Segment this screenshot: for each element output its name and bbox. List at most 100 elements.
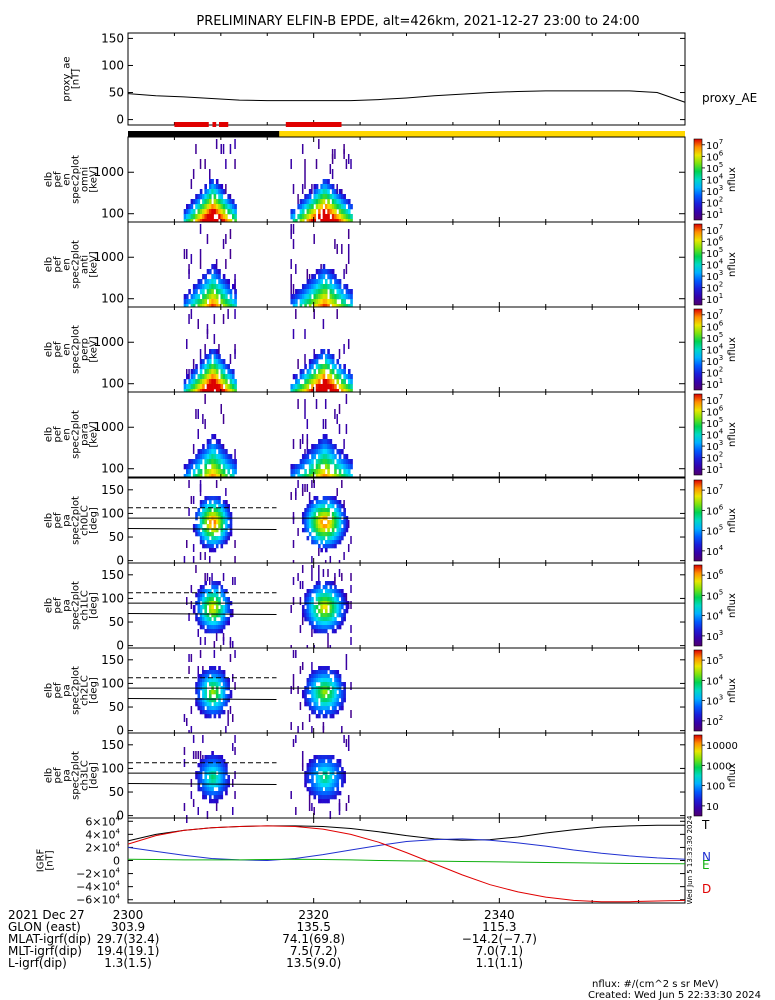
spec-cell	[213, 621, 217, 626]
pef_en_spec2plot_omni-ylabel-line: [keV]	[89, 166, 100, 192]
spec-cell	[306, 767, 310, 772]
spec-cell	[350, 585, 352, 593]
spec-cell	[318, 597, 321, 602]
spec-cell	[209, 289, 212, 295]
spec-cell	[220, 528, 224, 533]
spec-cell	[204, 791, 207, 796]
spec-cell	[234, 349, 236, 359]
spec-cell	[206, 714, 210, 719]
spec-cell	[324, 384, 328, 390]
spec-cell	[213, 454, 217, 460]
spec-cell	[320, 349, 323, 355]
spec-cell	[206, 384, 210, 390]
spec-cell	[227, 289, 230, 295]
spec-cell	[220, 775, 224, 780]
spec-cell	[343, 294, 346, 300]
spec-cell	[195, 289, 198, 295]
spec-cell	[222, 589, 226, 594]
spec-cell	[218, 520, 221, 525]
spec-cell	[209, 199, 212, 205]
spec-cell	[338, 678, 342, 683]
spec-cell	[213, 299, 217, 305]
spec-cell	[209, 504, 212, 509]
spec-cell	[322, 597, 326, 602]
spec-cell	[320, 299, 323, 305]
spec-cell	[315, 194, 319, 200]
spec-cell	[220, 694, 224, 699]
spec-cell	[197, 783, 201, 788]
spec-cell	[220, 791, 224, 796]
spec-cell	[324, 434, 328, 440]
spec-cell	[295, 374, 298, 380]
spec-cell	[299, 439, 302, 449]
spec-cell	[341, 214, 344, 220]
spec-cell	[338, 674, 342, 679]
spec-cell	[234, 159, 236, 169]
spec-cell	[213, 779, 217, 784]
spec-cell	[225, 279, 228, 285]
spec-cell	[232, 369, 235, 375]
spec-cell	[301, 609, 305, 614]
spec-cell	[334, 621, 337, 626]
spec-cell	[304, 702, 307, 707]
spec-cell	[315, 520, 319, 525]
spec-cell	[211, 706, 214, 711]
spec-cell	[311, 520, 314, 525]
spec-cell	[308, 189, 312, 195]
spec-cell	[192, 359, 195, 369]
spec-cell	[343, 284, 346, 290]
spec-cell	[313, 289, 317, 295]
spec-cell	[186, 815, 188, 823]
spec-cell	[327, 214, 330, 220]
spec-cell	[290, 229, 292, 239]
spec-cell	[206, 702, 210, 707]
spec-cell	[320, 690, 323, 695]
spec-cell	[315, 399, 318, 409]
spec-cell	[324, 775, 328, 780]
spec-cell	[222, 214, 226, 220]
spec-cell	[324, 787, 328, 792]
spec-cell	[345, 459, 349, 465]
spec-cell	[211, 666, 214, 671]
spec-cell	[315, 449, 319, 455]
spec-cell	[301, 662, 304, 670]
spec-cell	[206, 710, 210, 715]
exponent: 6	[719, 404, 724, 412]
spec-cell	[329, 449, 333, 455]
spec-cell	[329, 763, 333, 768]
spec-cell	[324, 779, 328, 784]
spec-cell	[311, 199, 314, 205]
spec-cell	[211, 434, 214, 440]
spec-cell	[225, 464, 228, 470]
spec-cell	[327, 783, 330, 788]
spec-cell	[209, 299, 212, 305]
spec-cell	[202, 512, 205, 517]
spec-cell	[197, 678, 201, 683]
spec-cell	[313, 609, 317, 614]
spec-cell	[215, 508, 219, 513]
spec-cell	[329, 204, 333, 210]
spec-cell	[301, 751, 304, 759]
spec-cell	[304, 214, 307, 220]
spec-cell	[227, 204, 230, 210]
spec-cell	[211, 573, 213, 581]
spec-cell	[199, 787, 203, 792]
spec-cell	[322, 444, 326, 450]
spec-cell	[209, 194, 212, 200]
pef_pa_spec2plot_ch0LC-ylabel-line: pef	[53, 512, 64, 529]
spec-cell	[313, 787, 317, 792]
spec-cell	[334, 593, 337, 598]
panel-frame	[127, 32, 686, 126]
spec-cell	[311, 500, 314, 505]
spec-cell	[211, 364, 214, 370]
spec-cell	[218, 791, 221, 796]
spec-cell	[334, 674, 337, 679]
spec-cell	[211, 609, 214, 614]
spec-cell	[338, 279, 342, 285]
spec-cell	[218, 454, 221, 460]
spec-cell	[218, 795, 221, 800]
spec-cell	[324, 464, 328, 470]
spec-cell	[327, 544, 330, 549]
spec-cell	[206, 504, 210, 509]
